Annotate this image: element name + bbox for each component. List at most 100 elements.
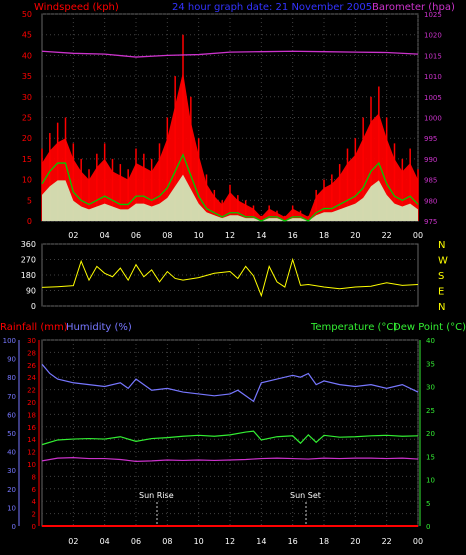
wind-y-tick-label: 25 [22, 114, 32, 123]
temperature-y-tick-label: 35 [426, 360, 435, 368]
temperature-y-tick-label: 25 [426, 407, 435, 415]
temperature-y-tick-label: 40 [426, 337, 435, 345]
wind-x-tick-label: 22 [382, 231, 392, 240]
wind-y-tick-label: 15 [22, 155, 32, 164]
direction-y-tick-label: 180 [21, 271, 36, 280]
direction-y-tick-label: 360 [21, 240, 36, 249]
temperature-axis-label: Temperature (°C) [310, 322, 397, 333]
humidity-line [41, 363, 419, 403]
humidity-axis-label: Humidity (%) [66, 322, 132, 333]
direction-y-tick-label: 0 [31, 302, 36, 311]
rainfall-y-tick-label: 22 [27, 387, 36, 395]
wind-x-tick-label: 00 [413, 231, 423, 240]
rainfall-y-tick-label: 16 [27, 424, 36, 432]
wind-y-tick-label: 20 [22, 134, 32, 143]
wind-y-tick-label: 35 [22, 72, 32, 81]
wind-x-tick-label: 06 [131, 231, 141, 240]
barometer-y-tick-label: 980 [424, 197, 437, 205]
climate-x-tick-label: 18 [319, 537, 329, 546]
rainfall-y-tick-label: 28 [27, 349, 36, 357]
wind-x-tick-label: 10 [194, 231, 204, 240]
graph-title: 24 hour graph date: 21 November 2005 [172, 2, 372, 13]
wind-x-tick-label: 04 [100, 231, 110, 240]
wind-x-tick-label: 08 [162, 231, 172, 240]
windspeed-axis-label: Windspeed (kph) [34, 2, 119, 13]
barometer-y-tick-label: 1020 [424, 32, 442, 40]
compass-tick-label: W [438, 256, 448, 267]
temperature-y-tick-label: 30 [426, 384, 435, 392]
humidity-y-tick-label: 10 [7, 504, 16, 512]
barometer-line [41, 50, 419, 58]
humidity-y-tick-label: 0 [12, 523, 16, 531]
sun-rise-label: Sun Rise [139, 491, 174, 500]
wind-y-tick-label: 40 [22, 51, 32, 60]
wind-y-tick-label: 50 [22, 10, 32, 19]
barometer-y-tick-label: 975 [424, 218, 437, 226]
temperature-line [41, 430, 419, 446]
barometer-y-tick-label: 1015 [424, 52, 442, 60]
wind-y-tick-label: 45 [22, 31, 32, 40]
temperature-y-tick-label: 10 [426, 477, 435, 485]
climate-x-tick-label: 16 [288, 537, 298, 546]
rainfall-y-tick-label: 0 [32, 523, 36, 531]
humidity-temperature-panel: 0102030405060708090100024681012141618202… [3, 337, 435, 546]
compass-tick-label: S [438, 271, 444, 282]
barometer-y-tick-label: 995 [424, 135, 437, 143]
humidity-y-tick-label: 100 [3, 337, 16, 345]
wind-x-tick-label: 02 [68, 231, 78, 240]
wind-x-tick-label: 12 [225, 231, 235, 240]
climate-x-tick-label: 20 [350, 537, 360, 546]
wind-x-tick-label: 20 [350, 231, 360, 240]
humidity-y-tick-label: 80 [7, 374, 16, 382]
wind-direction-line [41, 257, 419, 298]
wind-x-tick-label: 18 [319, 231, 329, 240]
wind-y-tick-label: 30 [22, 93, 32, 102]
humidity-y-tick-label: 90 [7, 356, 16, 364]
climate-x-tick-label: 06 [131, 537, 141, 546]
barometer-y-tick-label: 985 [424, 177, 437, 185]
rainfall-y-tick-label: 6 [32, 486, 37, 494]
rainfall-axis-label: Rainfall (mm) [0, 322, 68, 333]
direction-y-tick-label: 270 [21, 256, 36, 265]
humidity-y-tick-label: 40 [7, 449, 16, 457]
rainfall-y-tick-label: 20 [27, 399, 36, 407]
barometer-y-tick-label: 1010 [424, 73, 442, 81]
barometer-axis-label: Barometer (hpa) [372, 2, 455, 13]
wind-x-tick-label: 14 [256, 231, 266, 240]
humidity-y-tick-label: 60 [7, 411, 16, 419]
rainfall-y-tick-label: 10 [27, 461, 36, 469]
barometer-y-tick-label: 990 [424, 156, 437, 164]
climate-x-tick-label: 10 [194, 537, 204, 546]
rainfall-y-tick-label: 4 [32, 498, 37, 506]
humidity-y-tick-label: 70 [7, 393, 16, 401]
humidity-y-tick-label: 30 [7, 467, 16, 475]
temperature-y-tick-label: 20 [426, 430, 435, 438]
sun-set-label: Sun Set [290, 491, 321, 500]
temperature-y-tick-label: 5 [426, 500, 430, 508]
rainfall-y-tick-label: 2 [32, 511, 36, 519]
wind-average-line [41, 153, 419, 222]
climate-x-tick-label: 22 [382, 537, 392, 546]
climate-x-tick-label: 12 [225, 537, 235, 546]
wind-y-tick-label: 0 [27, 217, 32, 226]
humidity-y-tick-label: 20 [7, 486, 16, 494]
barometer-y-tick-label: 1005 [424, 94, 442, 102]
compass-tick-label: E [438, 287, 444, 298]
dewpoint-line [41, 457, 419, 462]
wind-y-tick-label: 10 [22, 176, 32, 185]
barometer-y-tick-label: 1025 [424, 11, 442, 19]
climate-x-tick-label: 00 [413, 537, 423, 546]
compass-tick-label: N [438, 302, 445, 313]
rainfall-y-tick-label: 24 [27, 374, 36, 382]
rainfall-y-tick-label: 14 [27, 436, 36, 444]
rainfall-y-tick-label: 12 [27, 449, 36, 457]
rainfall-y-tick-label: 18 [27, 411, 36, 419]
wind-min-area [42, 174, 418, 221]
rainfall-y-tick-label: 8 [32, 473, 36, 481]
climate-x-tick-label: 08 [162, 537, 172, 546]
dewpoint-axis-label: Dew Point (°C) [393, 322, 466, 333]
direction-y-tick-label: 90 [26, 287, 36, 296]
temperature-y-tick-label: 0 [426, 523, 430, 531]
